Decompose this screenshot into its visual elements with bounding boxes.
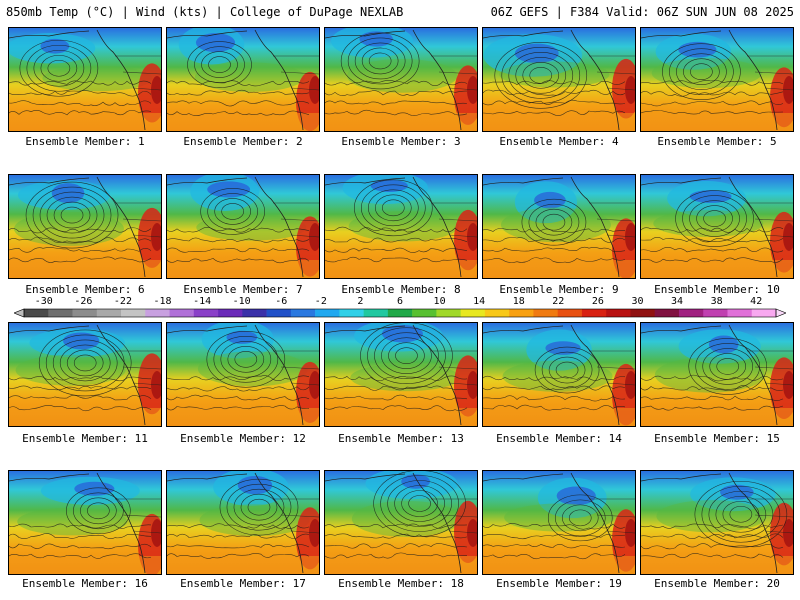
- ensemble-map-panel: [482, 174, 636, 279]
- ensemble-member-label: Ensemble Member: 3: [341, 135, 461, 148]
- colorbar-left-arrow: [14, 308, 25, 318]
- colorbar-tick-label: -14: [193, 296, 212, 307]
- colorbar-swatch: [290, 309, 316, 317]
- ensemble-member-label: Ensemble Member: 5: [657, 135, 777, 148]
- colorbar-swatch: [218, 309, 243, 317]
- ensemble-map-panel: [640, 27, 794, 132]
- colorbar-tick-label: 2: [357, 296, 364, 307]
- colorbar-tick-label: 6: [396, 296, 404, 307]
- ensemble-member-label: Ensemble Member: 8: [341, 283, 461, 296]
- colorbar-labels: -30 -26 -22 -18 -14 -10 -6 -2 2 6 10 14 18 22 26 30 34 38…: [0, 296, 800, 308]
- ensemble-map-panel: [482, 322, 636, 427]
- colorbar-swatch: [727, 309, 753, 317]
- colorbar-swatch: [242, 309, 267, 317]
- colorbar-swatch: [557, 309, 583, 317]
- colorbar-swatch: [315, 309, 340, 317]
- ensemble-map-panel: [324, 470, 478, 575]
- ensemble-member-label: Ensemble Member: 9: [499, 283, 619, 296]
- colorbar-tick-label: -26: [74, 296, 93, 307]
- colorbar-tick-label: 26: [591, 296, 604, 307]
- ensemble-map-panel: [166, 470, 320, 575]
- ensemble-member-label: Ensemble Member: 7: [183, 283, 303, 296]
- ensemble-map-panel: [640, 470, 794, 575]
- colorbar-swatch: [339, 309, 364, 317]
- ensemble-map-panel: [482, 470, 636, 575]
- ensemble-map-panel: [640, 322, 794, 427]
- colorbar-swatch: [96, 309, 122, 317]
- colorbar-swatch: [703, 309, 728, 317]
- ensemble-map-panel: [8, 322, 162, 427]
- colorbar-swatch: [169, 309, 195, 317]
- colorbar-tick-label: 22: [552, 296, 565, 307]
- colorbar-swatch: [72, 309, 98, 317]
- ensemble-map-panel: [166, 174, 320, 279]
- colorbar-swatch: [145, 309, 170, 317]
- colorbar-swatch: [581, 309, 607, 317]
- colorbar-tick-label: -30: [34, 296, 53, 307]
- colorbar-swatch: [48, 309, 73, 317]
- colorbar-swatch: [484, 309, 510, 317]
- colorbar-swatch: [121, 309, 146, 317]
- colorbar-right-arrow: [775, 308, 786, 318]
- ensemble-member-label: Ensemble Member: 16: [22, 577, 148, 590]
- colorbar-swatch: [606, 309, 631, 317]
- colorbar-tick-label: 42: [750, 296, 763, 307]
- ensemble-member-label: Ensemble Member: 12: [180, 432, 306, 445]
- ensemble-map-panel: [8, 470, 162, 575]
- valid-time: 06Z GEFS | F384 Valid: 06Z SUN JUN 08 20…: [490, 5, 794, 19]
- ensemble-map-panel: [8, 174, 162, 279]
- ensemble-map-panel: [166, 322, 320, 427]
- ensemble-member-label: Ensemble Member: 2: [183, 135, 303, 148]
- ensemble-map-panel: [324, 174, 478, 279]
- colorbar-swatch: [24, 309, 49, 317]
- colorbar-tick-label: 14: [473, 296, 486, 307]
- colorbar-tick-label: -2: [314, 296, 327, 307]
- colorbar-tick-label: -22: [113, 296, 132, 307]
- colorbar-tick-label: 30: [631, 296, 644, 307]
- ensemble-member-label: Ensemble Member: 11: [22, 432, 148, 445]
- colorbar-swatch: [751, 309, 777, 317]
- colorbar-swatch: [436, 309, 461, 317]
- ensemble-map-panel: [8, 27, 162, 132]
- ensemble-map-panel: [640, 174, 794, 279]
- ensemble-member-label: Ensemble Member: 20: [654, 577, 780, 590]
- colorbar-swatch: [387, 309, 413, 317]
- ensemble-member-label: Ensemble Member: 19: [496, 577, 622, 590]
- ensemble-member-label: Ensemble Member: 14: [496, 432, 622, 445]
- temperature-colorbar: [14, 308, 786, 318]
- colorbar-tick-label: -6: [275, 296, 288, 307]
- colorbar-swatch: [363, 309, 389, 317]
- ensemble-member-label: Ensemble Member: 13: [338, 432, 464, 445]
- colorbar-swatch: [412, 309, 437, 317]
- colorbar-swatch: [460, 309, 486, 317]
- ensemble-map-panel: [482, 27, 636, 132]
- ensemble-member-label: Ensemble Member: 10: [654, 283, 780, 296]
- ensemble-member-label: Ensemble Member: 18: [338, 577, 464, 590]
- colorbar-swatch: [654, 309, 680, 317]
- colorbar-tick-label: 18: [512, 296, 525, 307]
- colorbar-swatch: [678, 309, 704, 317]
- ensemble-member-label: Ensemble Member: 1: [25, 135, 145, 148]
- ensemble-member-label: Ensemble Member: 4: [499, 135, 619, 148]
- colorbar-swatch: [509, 309, 534, 317]
- colorbar-tick-label: 10: [433, 296, 446, 307]
- ensemble-member-label: Ensemble Member: 6: [25, 283, 145, 296]
- colorbar-tick-label: 34: [671, 296, 684, 307]
- ensemble-member-label: Ensemble Member: 15: [654, 432, 780, 445]
- colorbar-swatch: [266, 309, 292, 317]
- colorbar-tick-label: -18: [153, 296, 172, 307]
- colorbar-swatch: [193, 309, 219, 317]
- ensemble-map-panel: [166, 27, 320, 132]
- chart-title: 850mb Temp (°C) | Wind (kts) | College o…: [6, 5, 404, 19]
- ensemble-map-panel: [324, 322, 478, 427]
- colorbar-swatch: [533, 309, 558, 317]
- ensemble-member-label: Ensemble Member: 17: [180, 577, 306, 590]
- colorbar-swatch: [630, 309, 656, 317]
- colorbar-tick-label: -10: [232, 296, 251, 307]
- colorbar-tick-label: 38: [710, 296, 723, 307]
- ensemble-map-panel: [324, 27, 478, 132]
